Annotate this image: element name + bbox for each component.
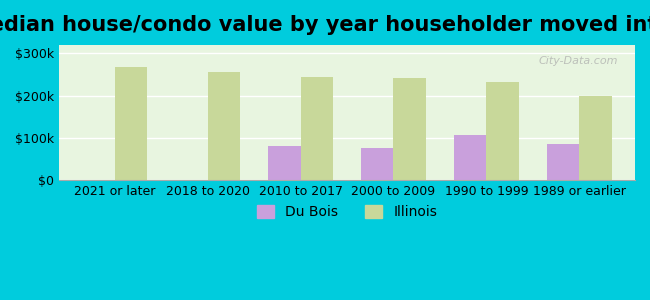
Bar	[454, 135, 486, 180]
Bar	[486, 82, 519, 180]
Bar	[579, 96, 612, 180]
Legend: Du Bois, Illinois: Du Bois, Illinois	[252, 200, 443, 225]
Bar	[393, 78, 426, 180]
Text: City-Data.com: City-Data.com	[538, 56, 617, 66]
Bar	[547, 144, 579, 180]
Bar	[300, 76, 333, 180]
Bar	[268, 146, 300, 180]
Bar	[115, 67, 148, 180]
Bar	[361, 148, 393, 180]
Bar	[207, 72, 240, 180]
Title: Median house/condo value by year householder moved into unit: Median house/condo value by year househo…	[0, 15, 650, 35]
